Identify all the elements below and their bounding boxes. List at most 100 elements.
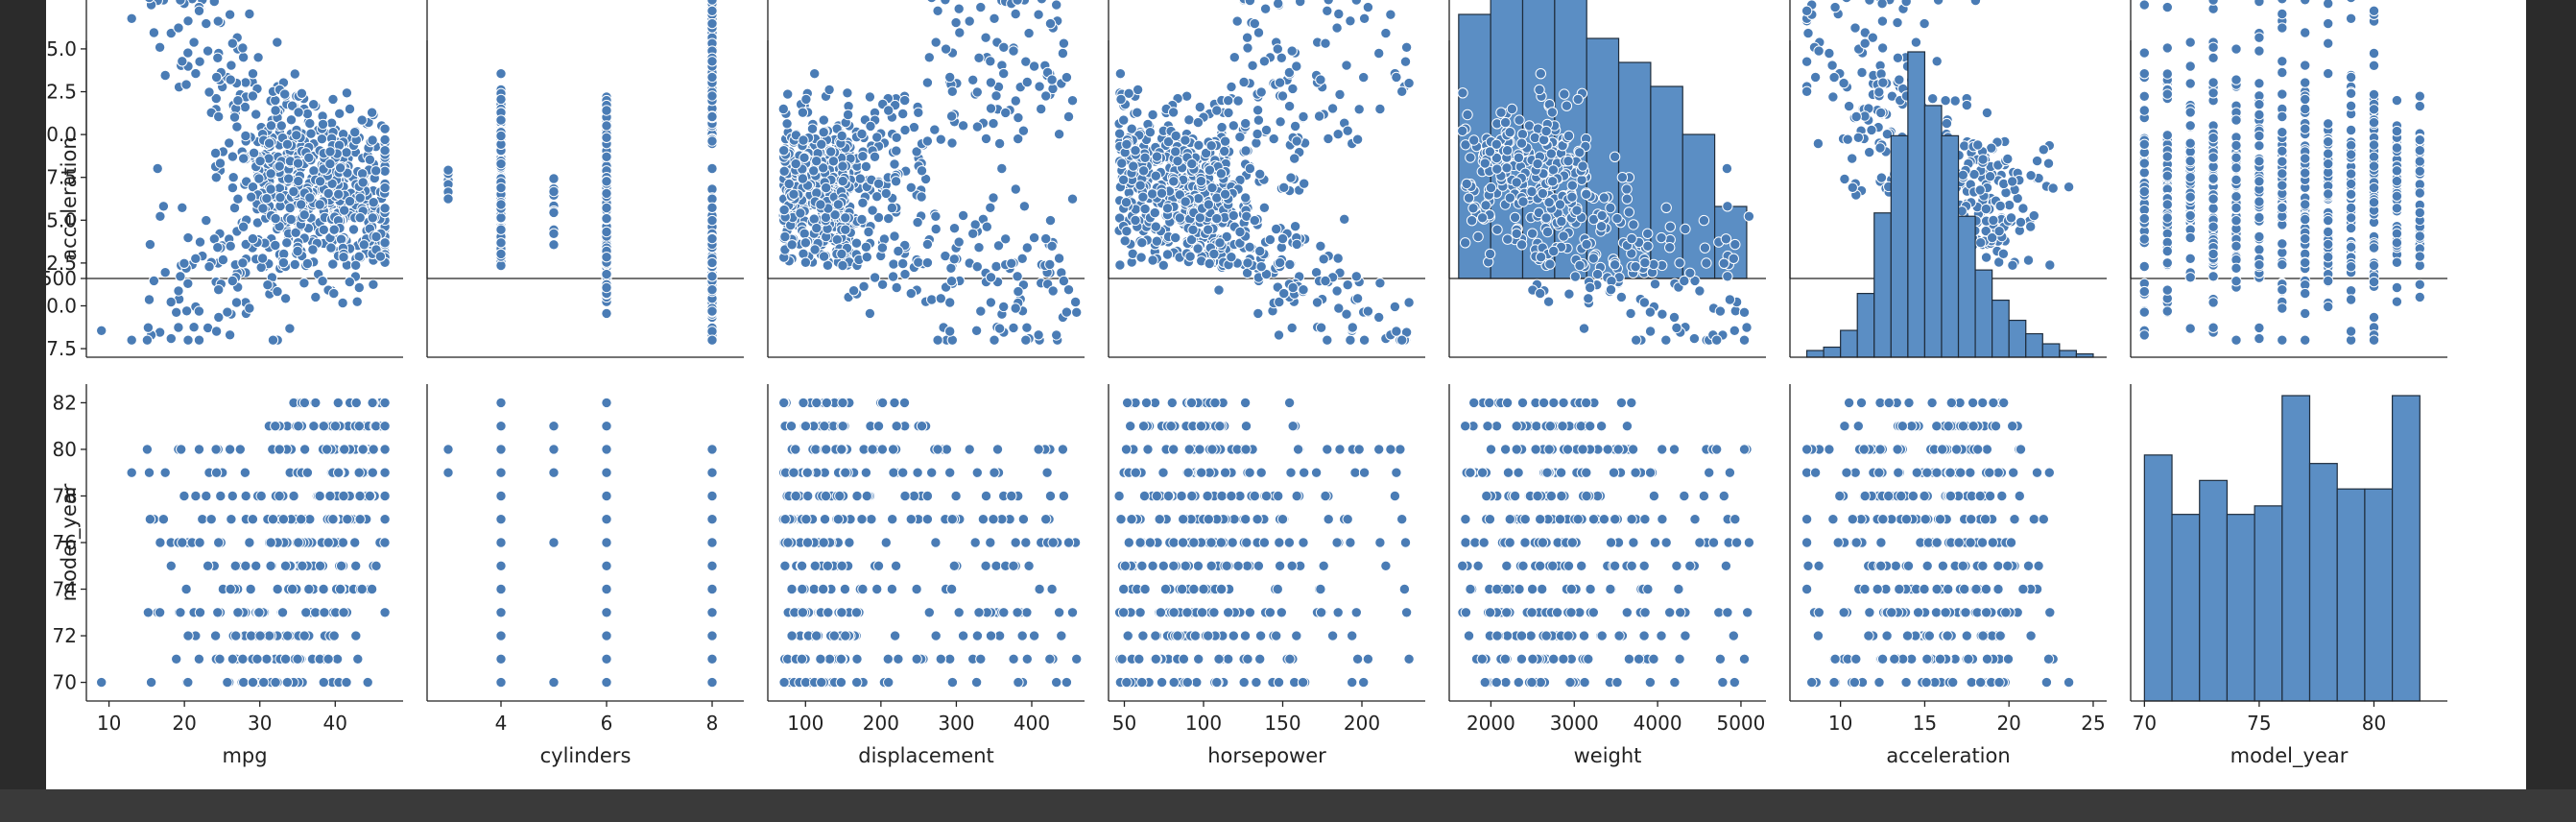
scatter-point: [1513, 152, 1525, 164]
scatter-point: [1876, 42, 1889, 54]
scatter-point: [953, 3, 965, 14]
scatter-point: [1894, 74, 1905, 85]
scatter-point: [143, 294, 155, 305]
scatter-point: [1117, 174, 1130, 186]
scatter-point: [1051, 329, 1062, 341]
scatter-point: [1501, 162, 1513, 174]
scatter-point: [2138, 90, 2151, 103]
scatter-point: [1147, 109, 1158, 121]
scatter-point: [328, 287, 340, 300]
scatter-point: [1576, 174, 1587, 186]
scatter-point: [1526, 228, 1538, 239]
scatter-point: [1203, 199, 1215, 210]
scatter-point: [1514, 114, 1525, 126]
scatter-point: [495, 212, 507, 224]
scatter-point: [1010, 302, 1021, 314]
scatter-point: [1373, 47, 1385, 60]
scatter-point: [2161, 170, 2174, 181]
scatter-point: [367, 134, 378, 146]
scatter-point: [182, 334, 194, 346]
scatter-point: [1358, 12, 1371, 24]
scatter-point: [1738, 334, 1751, 346]
scatter-point: [1228, 209, 1240, 222]
scatter-point: [2161, 151, 2174, 162]
scatter-point: [1255, 86, 1267, 98]
scatter-point: [1323, 0, 1334, 6]
scatter-point: [1547, 176, 1559, 187]
scatter-point: [1722, 271, 1733, 282]
scatter-point: [1135, 252, 1147, 263]
scatter-point: [809, 68, 821, 80]
scatter-point: [237, 42, 249, 54]
scatter-point: [1018, 201, 1031, 212]
scatter-point: [980, 133, 992, 145]
scatter-point: [1941, 117, 1953, 130]
scatter-point: [289, 258, 300, 271]
scatter-point: [1852, 132, 1865, 144]
scatter-point: [985, 272, 997, 283]
scatter-point: [899, 124, 911, 136]
scatter-point: [1526, 185, 1538, 198]
scatter-point: [224, 137, 235, 149]
scatter-point: [2161, 88, 2174, 100]
scatter-point: [301, 108, 314, 120]
scatter-point: [2300, 287, 2311, 300]
scatter-point: [1491, 138, 1503, 151]
scatter-point: [1609, 151, 1621, 163]
scatter-point: [871, 191, 883, 203]
scatter-point: [1694, 285, 1705, 297]
scatter-point: [2368, 242, 2380, 254]
scatter-point: [1698, 214, 1710, 227]
scatter-point: [1644, 326, 1657, 337]
scatter-point: [1274, 77, 1286, 88]
scatter-point: [1660, 202, 1672, 214]
scatter-point: [1621, 193, 1634, 205]
scatter-point: [988, 192, 999, 204]
scatter-point: [1621, 183, 1633, 195]
scatter-point: [1491, 163, 1503, 175]
scatter-point: [871, 132, 883, 143]
scatter-point: [2138, 260, 2151, 273]
scatter-point: [495, 199, 507, 210]
scatter-point: [186, 0, 198, 5]
scatter-point: [1849, 22, 1861, 34]
scatter-point: [899, 268, 911, 280]
scatter-point: [2184, 60, 2196, 72]
scatter-point: [1919, 17, 1930, 30]
scatter-point: [706, 5, 718, 16]
scatter-point: [344, 276, 355, 288]
hist-bar: [1840, 329, 1858, 358]
panel-acceleration-vs-cylinders: [426, 40, 744, 358]
scatter-point: [970, 325, 983, 336]
scatter-point: [1028, 231, 1040, 244]
scatter-point: [2138, 47, 2151, 59]
scatter-point: [1240, 145, 1252, 157]
scatter-point: [2323, 118, 2334, 130]
scatter-point: [155, 210, 166, 223]
scatter-point: [296, 199, 307, 210]
scatter-point: [2277, 238, 2288, 250]
scatter-point: [1339, 213, 1350, 226]
scatter-point: [495, 224, 507, 235]
scatter-point: [1351, 293, 1364, 304]
scatter-point: [2323, 148, 2334, 159]
scatter-point: [1315, 74, 1326, 85]
scatter-point: [2277, 66, 2288, 79]
scatter-point: [1147, 254, 1158, 266]
scatter-point: [222, 306, 233, 318]
scatter-point: [850, 237, 863, 249]
scatter-point: [837, 175, 848, 187]
scatter-point: [1873, 86, 1885, 98]
scatter-point: [1157, 259, 1170, 271]
scatter-point: [495, 248, 507, 260]
scatter-point: [1664, 221, 1677, 232]
scatter-point: [279, 293, 292, 304]
scatter-point: [1286, 45, 1298, 57]
scatter-point: [180, 79, 192, 90]
scatter-point: [1932, 0, 1944, 6]
scatter-point: [1121, 138, 1133, 151]
scatter-point: [548, 228, 560, 240]
scatter-point: [366, 107, 378, 118]
scatter-point: [212, 52, 224, 63]
scatter-point: [944, 297, 956, 308]
